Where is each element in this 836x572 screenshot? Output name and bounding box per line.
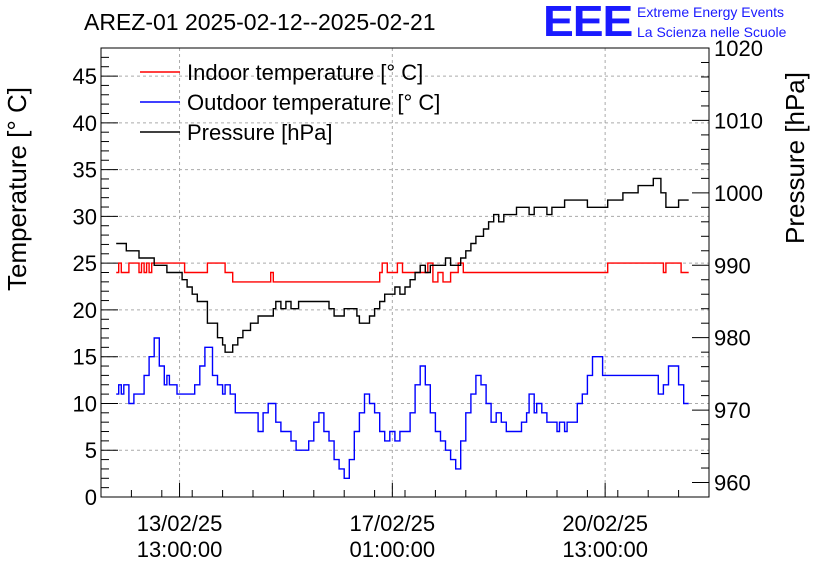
legend-label-3: Pressure [hPa] bbox=[187, 120, 333, 145]
y-tick-label: 35 bbox=[73, 158, 97, 183]
x-tick-label-date: 13/02/25 bbox=[137, 511, 223, 536]
x-tick-label-time: 01:00:00 bbox=[350, 537, 436, 562]
y-tick-label: 5 bbox=[85, 438, 97, 463]
y2-axis-label: Pressure [hPa] bbox=[780, 72, 810, 244]
y-axis-label: Temperature [° C] bbox=[2, 87, 32, 291]
y2-tick-label: 1020 bbox=[714, 36, 763, 61]
legend: Indoor temperature [° C] Outdoor temperat… bbox=[140, 60, 440, 145]
y-tick-label: 0 bbox=[85, 485, 97, 510]
logo-line-2: La Scienza nelle Scuole bbox=[637, 24, 787, 40]
eee-logo: EEE bbox=[543, 0, 633, 46]
chart-title: AREZ-01 2025-02-12--2025-02-21 bbox=[84, 9, 436, 35]
x-tick-label-date: 20/02/25 bbox=[562, 511, 648, 536]
x-tick-label-date: 17/02/25 bbox=[350, 511, 436, 536]
legend-label-1: Indoor temperature [° C] bbox=[187, 60, 423, 85]
series-layer bbox=[116, 177, 689, 479]
logo-line-1: Extreme Energy Events bbox=[637, 4, 785, 20]
series-line-3 bbox=[116, 177, 689, 353]
y2-tick-label: 1010 bbox=[714, 108, 763, 133]
y-tick-label: 25 bbox=[73, 251, 97, 276]
y2-tick-label: 970 bbox=[714, 398, 751, 423]
y-tick-label: 15 bbox=[73, 345, 97, 370]
legend-label-2: Outdoor temperature [° C] bbox=[187, 90, 440, 115]
x-tick-label-time: 13:00:00 bbox=[562, 537, 648, 562]
y-tick-label: 45 bbox=[73, 64, 97, 89]
y-tick-label: 20 bbox=[73, 298, 97, 323]
y2-tick-label: 990 bbox=[714, 253, 751, 278]
series-line-1 bbox=[116, 262, 689, 283]
y-tick-label: 40 bbox=[73, 111, 97, 136]
y-tick-label: 30 bbox=[73, 204, 97, 229]
y-tick-label: 10 bbox=[73, 391, 97, 416]
series-line-2 bbox=[116, 337, 689, 479]
axis-ticks: 0 5 10 15 20 25 30 35 40 45 960 970 980 990 1000 1010 10… bbox=[73, 36, 763, 562]
y2-tick-label: 1000 bbox=[714, 181, 763, 206]
y2-tick-label: 980 bbox=[714, 326, 751, 351]
x-tick-label-time: 13:00:00 bbox=[137, 537, 223, 562]
y2-tick-label: 960 bbox=[714, 471, 751, 496]
